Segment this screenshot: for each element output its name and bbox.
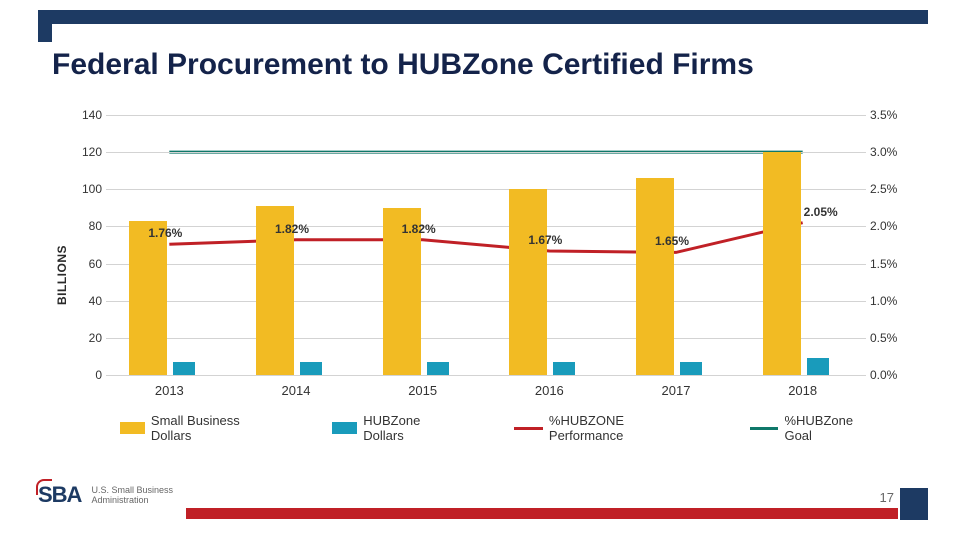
legend-swatch-goal	[750, 427, 779, 430]
y-tick-right: 2.5%	[870, 182, 904, 196]
x-tick: 2013	[155, 383, 184, 398]
footer: SBA U.S. Small Business Administration 1…	[38, 488, 928, 526]
x-tick: 2016	[535, 383, 564, 398]
page-number: 17	[880, 490, 894, 505]
y-tick-right: 3.0%	[870, 145, 904, 159]
sba-line2: Administration	[91, 495, 173, 505]
legend-label: %HUBZone Goal	[784, 413, 880, 443]
x-tick: 2017	[662, 383, 691, 398]
performance-label: 2.05%	[804, 205, 838, 219]
legend-swatch-hubzone	[332, 422, 357, 434]
bar-small-business	[509, 189, 547, 375]
y-tick-left: 80	[78, 219, 102, 233]
legend-label: %HUBZONE Performance	[549, 413, 696, 443]
legend-label: HUBZone Dollars	[363, 413, 460, 443]
bar-hubzone	[807, 358, 829, 375]
legend-small-business: Small Business Dollars	[120, 413, 278, 443]
y-tick-left: 120	[78, 145, 102, 159]
legend-goal: %HUBZone Goal	[750, 413, 880, 443]
gridline	[106, 152, 866, 153]
y-tick-right: 0.5%	[870, 331, 904, 345]
gridline	[106, 338, 866, 339]
legend-hubzone-dollars: HUBZone Dollars	[332, 413, 460, 443]
performance-label: 1.67%	[528, 233, 562, 247]
y-tick-right: 3.5%	[870, 108, 904, 122]
footer-red-bar	[186, 508, 898, 519]
performance-label: 1.82%	[275, 222, 309, 236]
gridline	[106, 375, 866, 376]
sba-logo-text: U.S. Small Business Administration	[91, 485, 173, 506]
bar-hubzone	[680, 362, 702, 375]
y-tick-left: 0	[78, 368, 102, 382]
bar-small-business	[129, 221, 167, 375]
gridline	[106, 115, 866, 116]
y-tick-left: 140	[78, 108, 102, 122]
gridline	[106, 226, 866, 227]
bar-hubzone	[300, 362, 322, 375]
page-title: Federal Procurement to HUBZone Certified…	[52, 48, 754, 82]
performance-label: 1.82%	[402, 222, 436, 236]
plot-area: 0204060801001201400.0%0.5%1.0%1.5%2.0%2.…	[106, 115, 866, 375]
bar-small-business	[763, 152, 801, 375]
chart: BILLIONS 0204060801001201400.0%0.5%1.0%1…	[80, 115, 900, 435]
gridline	[106, 301, 866, 302]
header-corner-rule	[38, 10, 928, 42]
y-tick-left: 100	[78, 182, 102, 196]
sba-line1: U.S. Small Business	[91, 485, 173, 495]
bar-hubzone	[427, 362, 449, 375]
bar-hubzone	[173, 362, 195, 375]
legend-label: Small Business Dollars	[151, 413, 278, 443]
y-tick-right: 2.0%	[870, 219, 904, 233]
performance-label: 1.76%	[148, 226, 182, 240]
x-tick: 2018	[788, 383, 817, 398]
y-tick-right: 1.5%	[870, 257, 904, 271]
legend: Small Business Dollars HUBZone Dollars %…	[120, 413, 880, 443]
sba-logo: SBA U.S. Small Business Administration	[38, 482, 173, 508]
bar-small-business	[636, 178, 674, 375]
y-tick-right: 0.0%	[870, 368, 904, 382]
bar-hubzone	[553, 362, 575, 375]
y-tick-left: 60	[78, 257, 102, 271]
x-tick: 2014	[282, 383, 311, 398]
performance-label: 1.65%	[655, 234, 689, 248]
legend-swatch-small-business	[120, 422, 145, 434]
y-axis-left-label: BILLIONS	[55, 245, 69, 305]
x-tick: 2015	[408, 383, 437, 398]
gridline	[106, 264, 866, 265]
y-tick-left: 40	[78, 294, 102, 308]
legend-performance: %HUBZONE Performance	[514, 413, 696, 443]
sba-logo-mark: SBA	[38, 482, 81, 508]
y-tick-left: 20	[78, 331, 102, 345]
gridline	[106, 189, 866, 190]
y-tick-right: 1.0%	[870, 294, 904, 308]
footer-blue-bar	[900, 488, 928, 520]
legend-swatch-performance	[514, 427, 543, 430]
line-layer	[106, 115, 866, 375]
